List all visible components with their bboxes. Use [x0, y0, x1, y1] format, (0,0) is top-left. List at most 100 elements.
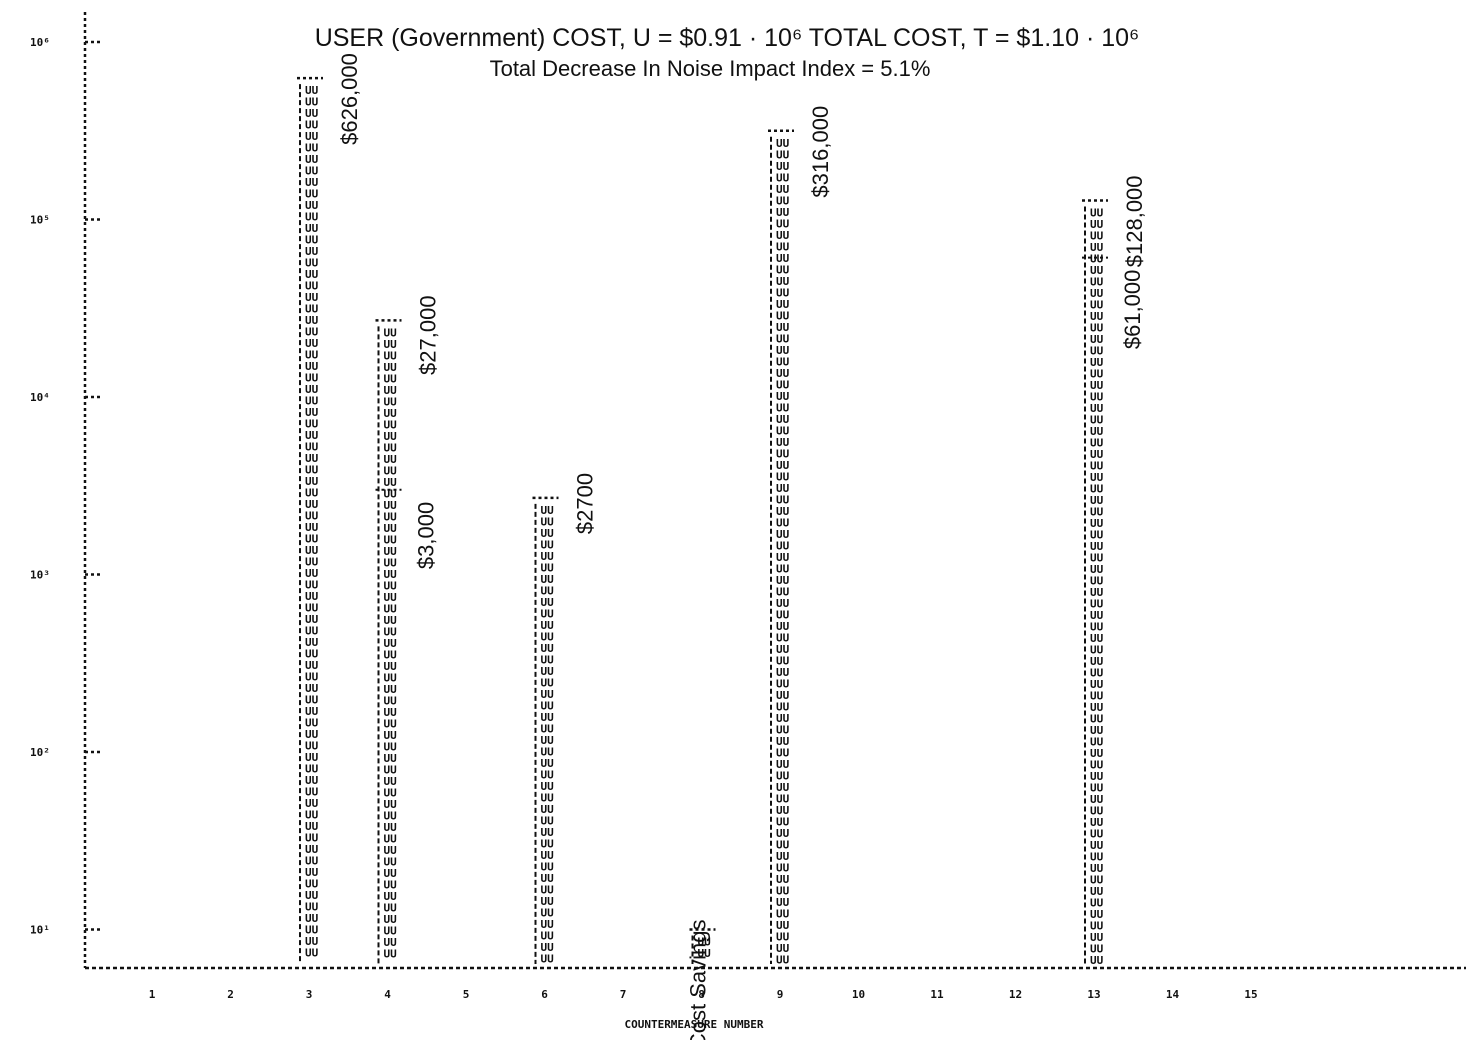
bar-fill-glyph: UU [1090, 689, 1104, 702]
bar-fill-glyph: UU [1090, 310, 1104, 323]
bar-fill-glyph: UU [776, 700, 790, 713]
bar-fill-glyph: UU [776, 608, 790, 621]
bar-fill-glyph: UU [384, 591, 398, 604]
bar-value-label: $316,000 [808, 106, 833, 198]
bar-fill-glyph: UU [776, 873, 790, 886]
bar-fill-glyph: UU [776, 321, 790, 334]
bar-fill-glyph: UU [541, 906, 555, 919]
bar-fill-glyph: UU [776, 459, 790, 472]
bar-fill-glyph: UU [305, 165, 319, 178]
bar-fill-glyph: UU [776, 367, 790, 380]
bar-fill-glyph: UU [1090, 781, 1104, 794]
x-tick-label: 1 [149, 988, 156, 1001]
bar-fill-glyph: UU [1090, 275, 1104, 288]
bar-fill-glyph: UU [384, 809, 398, 822]
bar-fill-glyph: UU [1090, 632, 1104, 645]
bar-fill-glyph: UU [776, 298, 790, 311]
bar-fill-glyph: UU [776, 217, 790, 230]
bar-fill-glyph: UU [305, 153, 319, 166]
bar-fill-glyph: UU [1090, 264, 1104, 277]
bar-fill-glyph: UU [1090, 850, 1104, 863]
bar-fill-glyph: UU [305, 257, 319, 270]
bar-fill-glyph: UU [305, 510, 319, 523]
x-tick-label: 6 [541, 988, 548, 1001]
bar-fill-glyph: UU [776, 850, 790, 863]
y-tick-label: 10³ [30, 569, 50, 582]
bar-fill-glyph: UU [776, 919, 790, 932]
bar-secondary-label: $3,000 [414, 502, 439, 569]
bar-fill-glyph: UU [1090, 333, 1104, 346]
bar-fill-glyph: UU [776, 666, 790, 679]
bar-fill-glyph: UU [305, 441, 319, 454]
bar-fill-glyph: UU [1090, 597, 1104, 610]
bar-fill-glyph: UU [1090, 701, 1104, 714]
bar-fill-glyph: UU [1090, 252, 1104, 265]
bar: UUUUUUUUUUUUUUUUUUUUUUUUUUUUUUUUUUUUUUUU… [297, 76, 323, 964]
bar-fill-glyph: UU [1090, 747, 1104, 760]
bar-fill-glyph: UU [541, 630, 555, 643]
bar-fill-glyph: UU [384, 821, 398, 834]
bar-fill-glyph: UU [541, 814, 555, 827]
bar-fill-glyph: UU [776, 758, 790, 771]
bar-fill-glyph: UU [305, 521, 319, 534]
bar-fill-glyph: UU [1090, 873, 1104, 886]
bar-fill-glyph: UU [305, 418, 319, 431]
x-axis-label: COUNTERMEASURE NUMBER [624, 1018, 763, 1031]
bar-fill-glyph: UU [1090, 390, 1104, 403]
bar-fill-glyph: UU [305, 406, 319, 419]
bar-fill-glyph: UU [384, 349, 398, 362]
bar-fill-glyph: UU [1090, 367, 1104, 380]
bar-fill-glyph: UU [305, 188, 319, 201]
bar-fill-glyph: UU [305, 429, 319, 442]
bar-fill-glyph: UU [384, 476, 398, 489]
bar-fill-glyph: UU [1090, 505, 1104, 518]
bar-fill-glyph: UU [1090, 379, 1104, 392]
bar-fill-glyph: UU [1090, 459, 1104, 472]
bar-fill-glyph: UU [305, 947, 319, 960]
bar-secondary-label: $61,000 [1120, 270, 1145, 350]
bar-fill-glyph: UU [305, 314, 319, 327]
bar-fill-glyph: UU [776, 551, 790, 564]
bar-fill-glyph: UU [384, 947, 398, 960]
y-tick-label: 10⁵ [30, 214, 50, 227]
bar-fill-glyph: UU [384, 361, 398, 374]
bar-fill-glyph: UU [305, 889, 319, 902]
bar-fill-glyph: UU [305, 360, 319, 373]
bar-fill-glyph: UU [305, 912, 319, 925]
bar-fill-glyph: UU [305, 763, 319, 776]
bar-fill-glyph: UU [384, 464, 398, 477]
bar-fill-glyph: UU [384, 878, 398, 891]
x-tick-label: 12 [1009, 988, 1022, 1001]
bar-value-label: $27,000 [416, 295, 441, 375]
bar-fill-glyph: UU [1090, 528, 1104, 541]
bar-fill-glyph: UU [305, 935, 319, 948]
bar: UUUUUUUUUUUUUUUUUUUUUUUUUUUUUUUUUUUUUUUU… [1082, 199, 1108, 967]
bar-fill-glyph: UU [305, 636, 319, 649]
bar-fill-glyph: UU [776, 355, 790, 368]
bar-fill-glyph: UU [776, 286, 790, 299]
bar-fill-glyph: UU [776, 746, 790, 759]
bar-fill-glyph: UU [305, 901, 319, 914]
bar-fill-glyph: UU [305, 556, 319, 569]
bar-fill-glyph: UU [305, 291, 319, 304]
bar-fill-glyph: UU [305, 383, 319, 396]
bar-fill-glyph: UU [776, 148, 790, 161]
bar-fill-glyph: UU [305, 590, 319, 603]
bar-fill-glyph: UU [305, 107, 319, 120]
bar-fill-glyph: UU [305, 452, 319, 465]
bar-fill-glyph: UU [776, 597, 790, 610]
bar-fill-glyph: UU [541, 699, 555, 712]
bar-fill-glyph: UU [776, 516, 790, 529]
bar-fill-glyph: UU [305, 671, 319, 684]
bar-fill-glyph: UU [1090, 218, 1104, 231]
bar-fill-glyph: UU [305, 613, 319, 626]
bar-fill-glyph: UU [541, 515, 555, 528]
bar-fill-glyph: UU [384, 326, 398, 339]
bar-fill-glyph: UU [776, 781, 790, 794]
bar-fill-glyph: UU [541, 780, 555, 793]
bar-fill-glyph: UU [541, 550, 555, 563]
bar-fill-glyph: UU [1090, 494, 1104, 507]
bar-fill-glyph: UU [1090, 413, 1104, 426]
bar-fill-glyph: UU [1090, 735, 1104, 748]
